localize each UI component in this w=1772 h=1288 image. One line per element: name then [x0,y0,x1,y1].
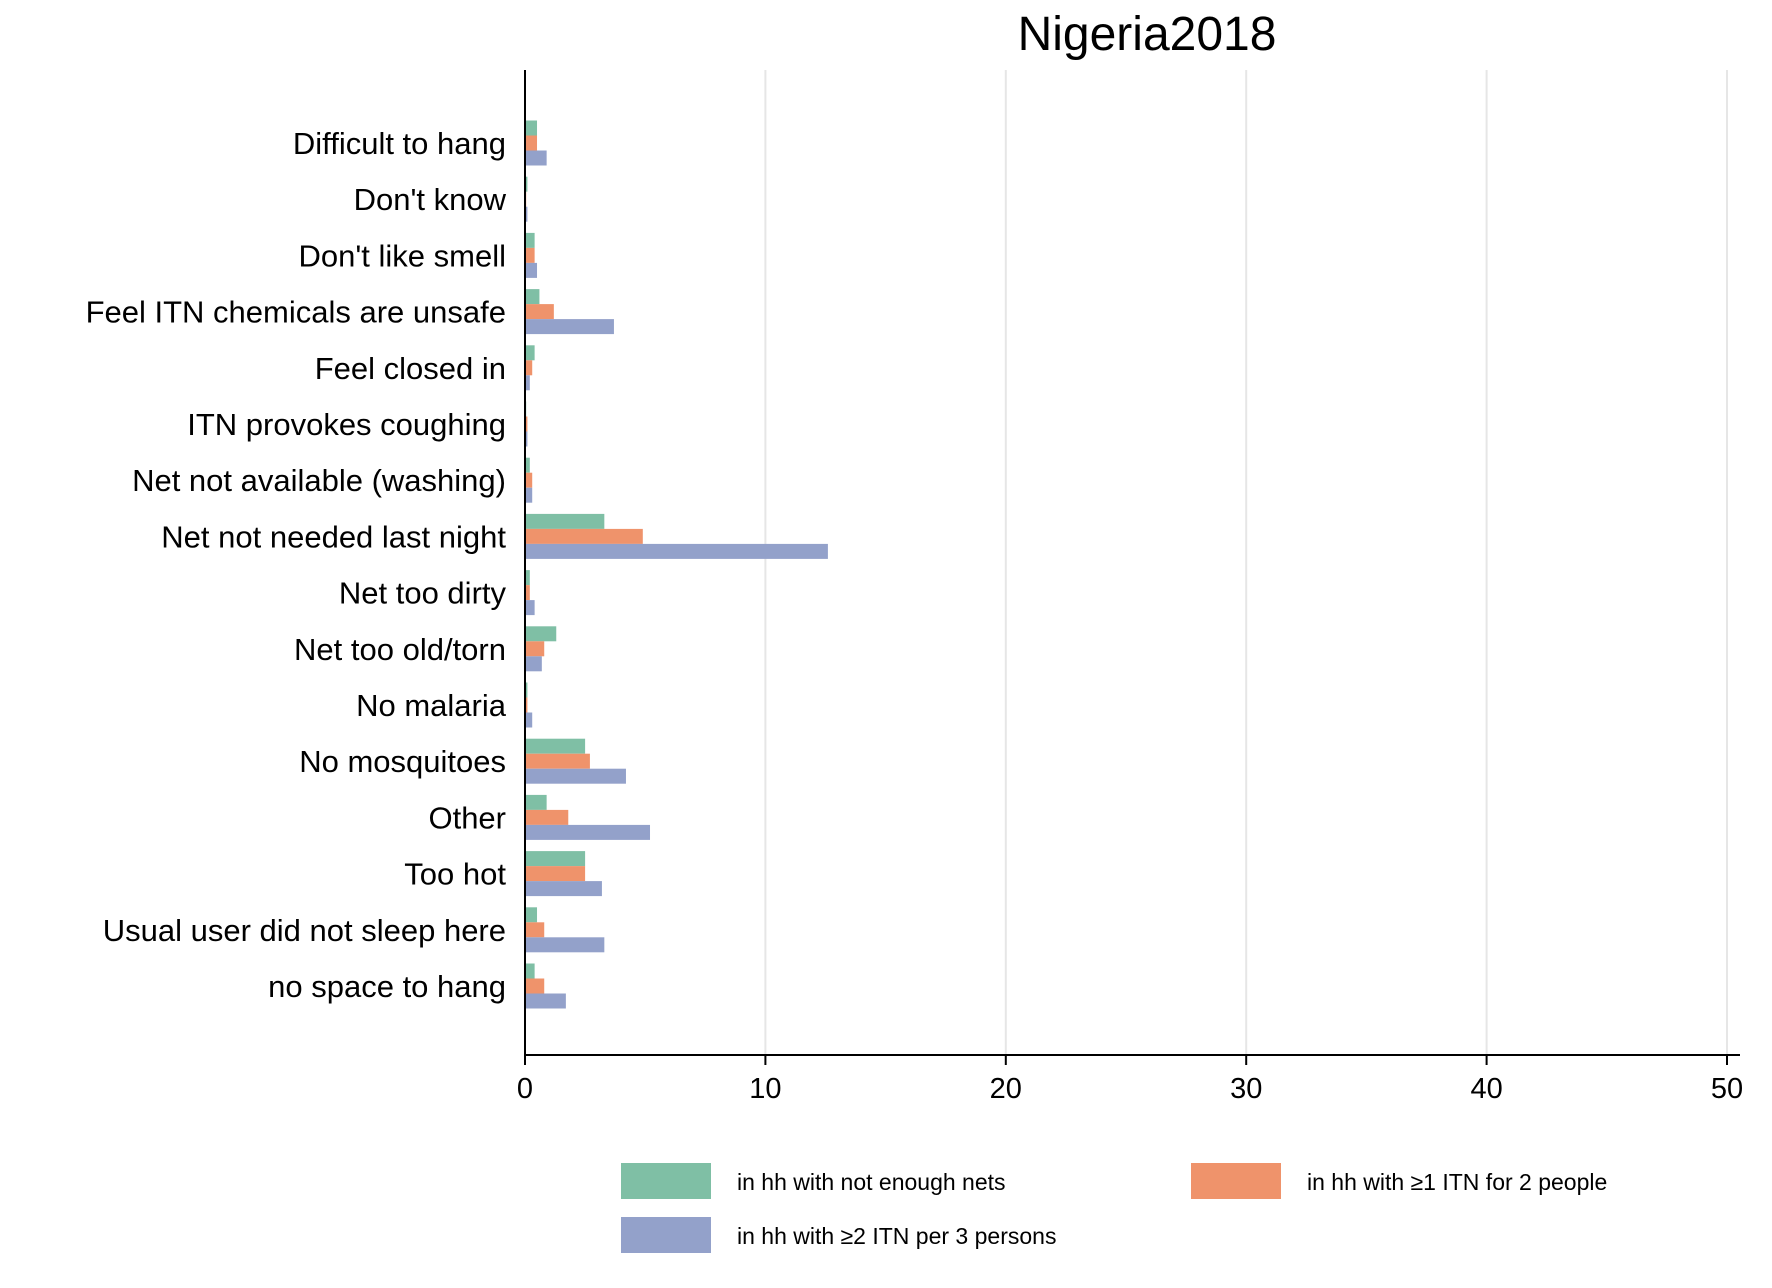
bar [525,851,586,867]
legend-label: in hh with not enough nets [737,1169,1006,1195]
bar [525,907,538,923]
bar [525,753,590,769]
bar [525,697,528,713]
bar [525,922,545,938]
legend-label: in hh with ≥2 ITN per 3 persons [737,1223,1056,1249]
bar [525,472,533,488]
legend-swatch [1191,1163,1281,1199]
bar [525,641,545,657]
x-tick-label: 10 [749,1073,781,1105]
bar [525,543,828,559]
bar [525,176,528,192]
x-tick-label: 20 [990,1073,1022,1105]
bar [525,570,530,586]
bar [525,360,533,376]
category-label: No malaria [356,688,507,723]
bar [525,768,626,784]
category-label: Don't like smell [299,238,506,273]
legend: in hh with not enough nets in hh with ≥1 … [621,1163,1607,1253]
bar [525,262,538,278]
bar [525,528,643,544]
bar [525,978,545,994]
bar [525,375,530,391]
category-labels: Difficult to hang Don't know Don't like sm… [86,126,507,1004]
category-label: Feel closed in [315,351,506,386]
x-tick-label: 30 [1230,1073,1262,1105]
bar [525,487,533,503]
bar [525,304,554,320]
category-label: Feel ITN chemicals are unsafe [86,295,506,330]
bar [525,513,605,529]
bar [525,457,530,473]
category-label: Other [428,800,506,835]
category-label: No mosquitoes [299,744,506,779]
bar [525,656,542,672]
x-tick-label: 50 [1711,1073,1743,1105]
bar [525,712,533,728]
bar [525,289,540,305]
bar [525,881,602,897]
bar [525,963,535,979]
bar [525,794,547,810]
x-tick-label: 0 [517,1073,533,1105]
category-label: Too hot [404,857,506,892]
bar [525,824,651,840]
grid-lines [764,70,1728,1055]
category-label: Net too dirty [339,576,507,611]
category-label: ITN provokes coughing [187,407,506,442]
bar [525,937,605,953]
bars [525,120,828,1009]
category-label: Net too old/torn [294,632,506,667]
chart-title: Nigeria2018 [1018,8,1277,61]
bar [525,809,569,825]
bar [525,600,535,616]
bar [525,626,557,642]
bar [525,866,586,882]
bar [525,247,535,263]
bar [525,135,538,151]
bar [525,585,530,601]
legend-label: in hh with ≥1 ITN for 2 people [1307,1169,1607,1195]
bar [525,738,586,754]
bar [525,120,538,136]
bar [525,150,547,166]
legend-swatch [621,1217,711,1253]
bar [525,232,535,248]
category-label: Usual user did not sleep here [103,913,506,948]
bar [525,345,535,361]
bar [525,206,528,222]
x-axis-ticks: 0 10 20 30 40 50 [517,1055,1743,1105]
category-label: Net not available (washing) [132,463,506,498]
category-label: Net not needed last night [161,519,506,554]
category-label: Difficult to hang [293,126,506,161]
bar [525,431,528,447]
category-label: no space to hang [268,969,506,1004]
legend-swatch [621,1163,711,1199]
bar [525,319,614,335]
category-label: Don't know [354,182,507,217]
x-tick-label: 40 [1470,1073,1502,1105]
axes [524,70,1740,1056]
bar [525,682,528,698]
bar [525,416,528,432]
bar [525,993,566,1009]
